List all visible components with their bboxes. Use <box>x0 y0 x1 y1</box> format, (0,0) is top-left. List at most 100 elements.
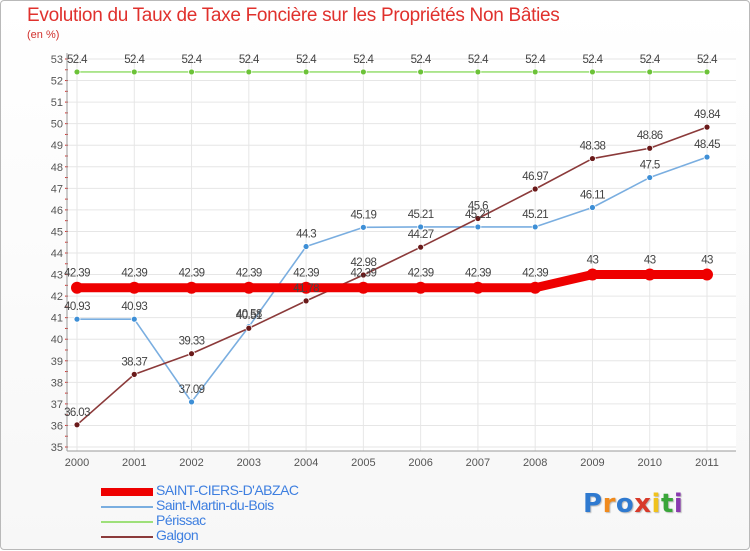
data-point <box>245 324 253 332</box>
data-point <box>188 68 195 76</box>
data-label: 52.4 <box>411 54 432 66</box>
data-point <box>302 68 310 76</box>
data-label: 42.98 <box>350 257 376 269</box>
data-label: 52.4 <box>468 54 489 66</box>
data-point <box>130 370 138 378</box>
data-label: 45.19 <box>350 209 376 221</box>
x-tick-label: 2005 <box>351 457 375 469</box>
x-tick-label: 2011 <box>695 457 719 469</box>
data-point <box>71 281 83 294</box>
data-point <box>300 281 313 294</box>
y-tick-label: 46 <box>51 205 63 217</box>
data-point <box>359 223 367 231</box>
data-point <box>417 243 425 251</box>
data-label: 40.93 <box>64 301 90 313</box>
data-point <box>73 421 81 429</box>
y-tick-label: 50 <box>51 119 63 131</box>
y-tick-label: 36 <box>51 420 63 432</box>
data-point <box>589 204 596 211</box>
series-line-1 <box>76 156 708 403</box>
chart-unit-label: (en %) <box>27 29 60 41</box>
data-point <box>417 223 425 231</box>
chart-title: Evolution du Taux de Taxe Foncière sur l… <box>27 5 560 26</box>
data-point <box>471 281 484 294</box>
data-label: 48.45 <box>694 139 720 151</box>
data-label: 52.4 <box>239 54 260 66</box>
y-tick-label: 39 <box>51 356 63 368</box>
y-tick-label: 41 <box>51 313 63 325</box>
data-point <box>703 153 711 161</box>
data-label: 52.4 <box>296 54 317 66</box>
data-label: 45.21 <box>408 209 434 221</box>
y-tick-label: 40 <box>51 334 63 346</box>
data-label: 42.39 <box>236 268 262 280</box>
legend-label: Saint-Martin-du-Bois <box>156 497 274 513</box>
data-label: 43 <box>701 255 713 267</box>
data-label: 52.4 <box>525 54 546 66</box>
data-point <box>643 268 656 281</box>
proxiti-logo: Proxiti <box>583 489 683 519</box>
data-label: 40.58 <box>236 309 262 321</box>
x-tick-label: 2007 <box>466 457 490 469</box>
data-point <box>130 315 138 323</box>
data-label: 36.03 <box>64 407 90 419</box>
data-label: 42.39 <box>64 268 90 280</box>
data-label: 40.51 <box>236 310 262 322</box>
legend-swatch <box>101 521 153 523</box>
data-label: 37.09 <box>179 384 205 396</box>
data-label: 52.4 <box>640 54 661 66</box>
data-label: 39.33 <box>179 336 205 348</box>
logo-letter: t <box>660 489 674 519</box>
data-label: 45.21 <box>522 209 548 221</box>
data-label: 42.39 <box>121 268 147 280</box>
data-point <box>646 68 654 76</box>
data-point <box>188 398 195 406</box>
y-tick-label: 52 <box>51 76 63 88</box>
data-label: 52.4 <box>582 54 603 66</box>
data-point <box>646 174 654 181</box>
data-label: 45.21 <box>465 209 491 221</box>
logo-letter: r <box>602 489 616 519</box>
y-tick-label: 47 <box>51 183 63 195</box>
legend-swatch <box>101 506 153 508</box>
data-point <box>474 223 482 231</box>
data-label: 42.39 <box>293 268 319 280</box>
data-point <box>188 350 195 358</box>
data-point <box>414 281 427 294</box>
data-label: 42.39 <box>408 268 434 280</box>
y-tick-label: 49 <box>51 140 63 152</box>
data-label: 48.86 <box>637 130 663 142</box>
data-point <box>474 68 482 76</box>
logo-letter: P <box>583 489 603 519</box>
data-label: 41.78 <box>293 283 319 295</box>
data-label: 52.4 <box>124 54 145 66</box>
data-label: 40.93 <box>121 301 147 313</box>
data-point <box>130 68 138 76</box>
data-point <box>589 68 596 76</box>
x-tick-label: 2006 <box>408 457 432 469</box>
data-label: 52.4 <box>182 54 203 66</box>
x-tick-label: 2008 <box>523 457 547 469</box>
logo-letter: i <box>651 489 661 519</box>
data-label: 52.4 <box>67 54 88 66</box>
data-label: 49.84 <box>694 109 721 121</box>
data-point <box>73 68 81 76</box>
data-point <box>245 68 253 76</box>
data-point <box>359 68 367 76</box>
data-point <box>474 215 482 222</box>
x-tick-label: 2003 <box>237 457 261 469</box>
data-point <box>531 185 539 193</box>
y-tick-label: 48 <box>51 162 63 174</box>
legend-swatch <box>101 536 153 538</box>
data-label: 44.3 <box>296 229 316 241</box>
data-point <box>703 68 711 76</box>
legend-swatch <box>101 488 153 496</box>
data-label: 42.39 <box>465 268 491 280</box>
data-label: 43 <box>587 255 599 267</box>
legend-label: Galgon <box>156 527 199 543</box>
data-point <box>128 281 141 294</box>
data-point <box>359 271 367 279</box>
plot-area <box>67 53 736 451</box>
